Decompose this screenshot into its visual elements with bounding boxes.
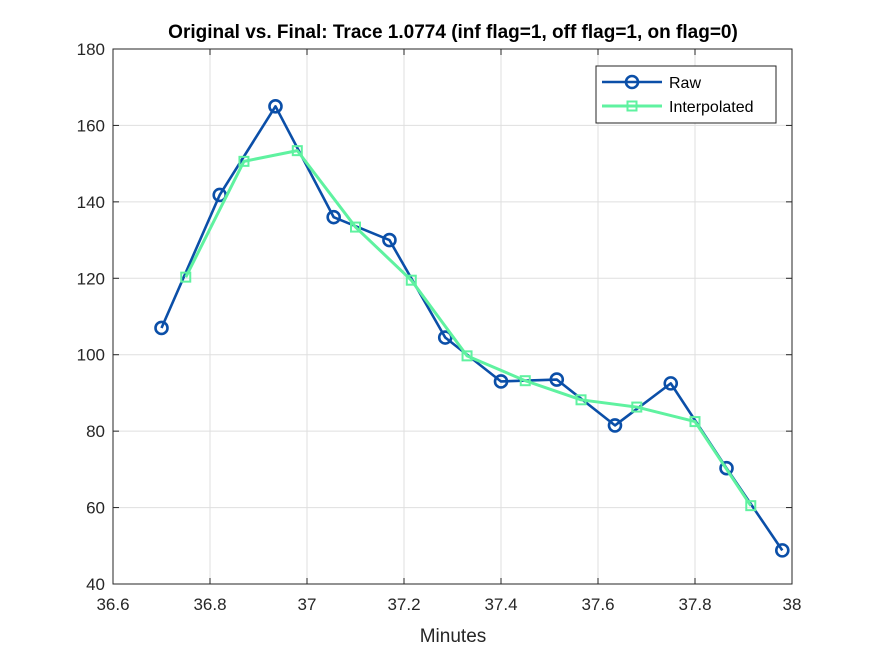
series-line-raw xyxy=(160,105,784,552)
legend-label: Raw xyxy=(669,75,701,92)
data-point-interpolated xyxy=(519,375,531,387)
data-point-interpolated xyxy=(689,416,701,428)
legend: Raw Interpolated xyxy=(595,65,777,124)
grid xyxy=(112,48,793,585)
x-tick-label: 37.2 xyxy=(387,595,420,614)
data-point-raw xyxy=(663,376,679,391)
data-point-interpolated xyxy=(745,500,757,512)
y-tick-label: 140 xyxy=(77,193,105,212)
series-layer xyxy=(154,99,790,558)
chart-title: Original vs. Final: Trace 1.0774 (inf fl… xyxy=(168,22,738,43)
data-point-interpolated xyxy=(238,155,250,167)
y-tick-label: 180 xyxy=(77,40,105,59)
legend-label: Interpolated xyxy=(669,99,754,116)
data-point-interpolated xyxy=(461,350,473,362)
x-tick-label: 38 xyxy=(783,595,802,614)
data-point-raw xyxy=(154,320,169,336)
x-tick-label: 36.8 xyxy=(193,595,226,614)
legend-marker xyxy=(626,100,638,112)
series-line-interpolated xyxy=(184,149,753,507)
x-axis-label: Minutes xyxy=(420,626,487,647)
y-tick-label: 60 xyxy=(86,499,105,518)
data-point-raw xyxy=(268,99,283,114)
data-point-raw xyxy=(719,460,734,476)
data-point-raw xyxy=(549,372,565,387)
y-tick-label: 80 xyxy=(86,422,105,441)
data-point-raw xyxy=(326,209,341,225)
legend-marker xyxy=(624,74,640,90)
legend-box xyxy=(595,65,777,124)
data-point-raw xyxy=(774,543,790,558)
data-point-interpolated xyxy=(350,221,361,233)
axis-ticks: 36.6 36.8 37 37.2 37.4 37.6 37.8 38 40 60 80 100 120… xyxy=(77,40,802,614)
series-interpolated xyxy=(180,145,757,512)
x-tick-label: 37.6 xyxy=(581,595,614,614)
x-tick-label: 37.4 xyxy=(484,595,517,614)
data-point-interpolated xyxy=(291,145,303,157)
data-point-interpolated xyxy=(575,394,587,406)
plot-area xyxy=(112,48,793,585)
data-point-raw xyxy=(607,418,623,433)
y-tick-label: 40 xyxy=(86,575,105,594)
data-point-interpolated xyxy=(405,274,417,286)
y-tick-label: 100 xyxy=(77,346,105,365)
data-point-raw xyxy=(493,374,509,389)
y-tick-label: 120 xyxy=(77,269,105,288)
series-raw xyxy=(154,99,790,558)
y-tick-label: 160 xyxy=(77,116,105,135)
x-tick-label: 37.8 xyxy=(678,595,711,614)
data-point-raw xyxy=(437,330,453,345)
data-point-interpolated xyxy=(631,401,643,413)
x-tick-label: 37 xyxy=(298,595,317,614)
x-tick-label: 36.6 xyxy=(96,595,129,614)
data-point-interpolated xyxy=(180,271,192,283)
data-point-raw xyxy=(382,232,397,248)
